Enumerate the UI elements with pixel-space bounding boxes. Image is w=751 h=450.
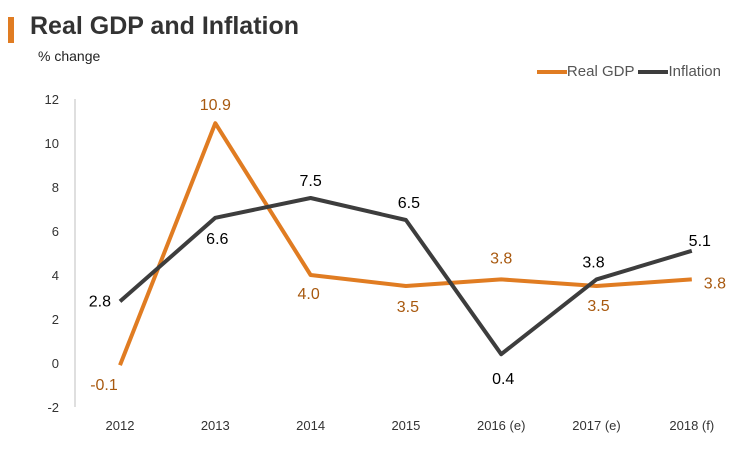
legend-label-inflation: Inflation: [668, 63, 721, 80]
data-label-gdp: 4.0: [297, 286, 319, 303]
legend-item-inflation: Inflation: [638, 63, 721, 80]
legend-swatch-real-gdp: [536, 69, 567, 74]
data-label-inflation: 6.5: [398, 195, 420, 212]
x-tick-label: 2015: [391, 418, 420, 433]
data-label-inflation: 6.6: [206, 231, 228, 248]
y-tick-label: 4: [52, 268, 59, 283]
y-tick-label: -2: [47, 400, 59, 415]
y-tick-label: 10: [45, 136, 59, 151]
x-tick-label: 2012: [106, 418, 135, 433]
x-tick-label: 2017 (e): [572, 418, 620, 433]
data-label-inflation: 5.1: [689, 233, 711, 250]
data-label-inflation: 0.4: [492, 371, 514, 388]
series-line-gdp: [118, 121, 692, 366]
data-label-gdp: 3.8: [704, 275, 726, 292]
y-tick-label: 6: [52, 224, 59, 239]
data-label-inflation: 3.8: [582, 254, 604, 271]
legend-item-real-gdp: Real GDP: [536, 63, 635, 80]
data-label-gdp: -0.1: [90, 377, 118, 394]
y-tick-label: 12: [45, 92, 59, 107]
data-label-gdp: 3.8: [490, 250, 512, 267]
data-label-gdp: 10.9: [200, 97, 231, 114]
y-tick-label: 8: [52, 180, 59, 195]
y-tick-label: 0: [52, 356, 59, 371]
x-tick-label: 2016 (e): [477, 418, 525, 433]
legend-swatch-inflation: [638, 69, 669, 74]
chart-title: Real GDP and Inflation: [30, 12, 300, 40]
data-label-gdp: 3.5: [587, 298, 609, 315]
title-accent-bar: [8, 17, 14, 43]
legend: Real GDP Inflation: [533, 63, 721, 80]
series-line-inflation: [118, 196, 693, 357]
data-label-inflation: 7.5: [299, 173, 321, 190]
data-label-inflation: 2.8: [89, 293, 111, 310]
data-label-gdp: 3.5: [397, 299, 419, 316]
x-tick-label: 2014: [296, 418, 325, 433]
x-tick-label: 2018 (f): [669, 418, 714, 433]
x-tick-label: 2013: [201, 418, 230, 433]
y-unit-label: % change: [38, 48, 101, 64]
y-tick-label: 2: [52, 312, 59, 327]
legend-label-real-gdp: Real GDP: [566, 63, 635, 80]
